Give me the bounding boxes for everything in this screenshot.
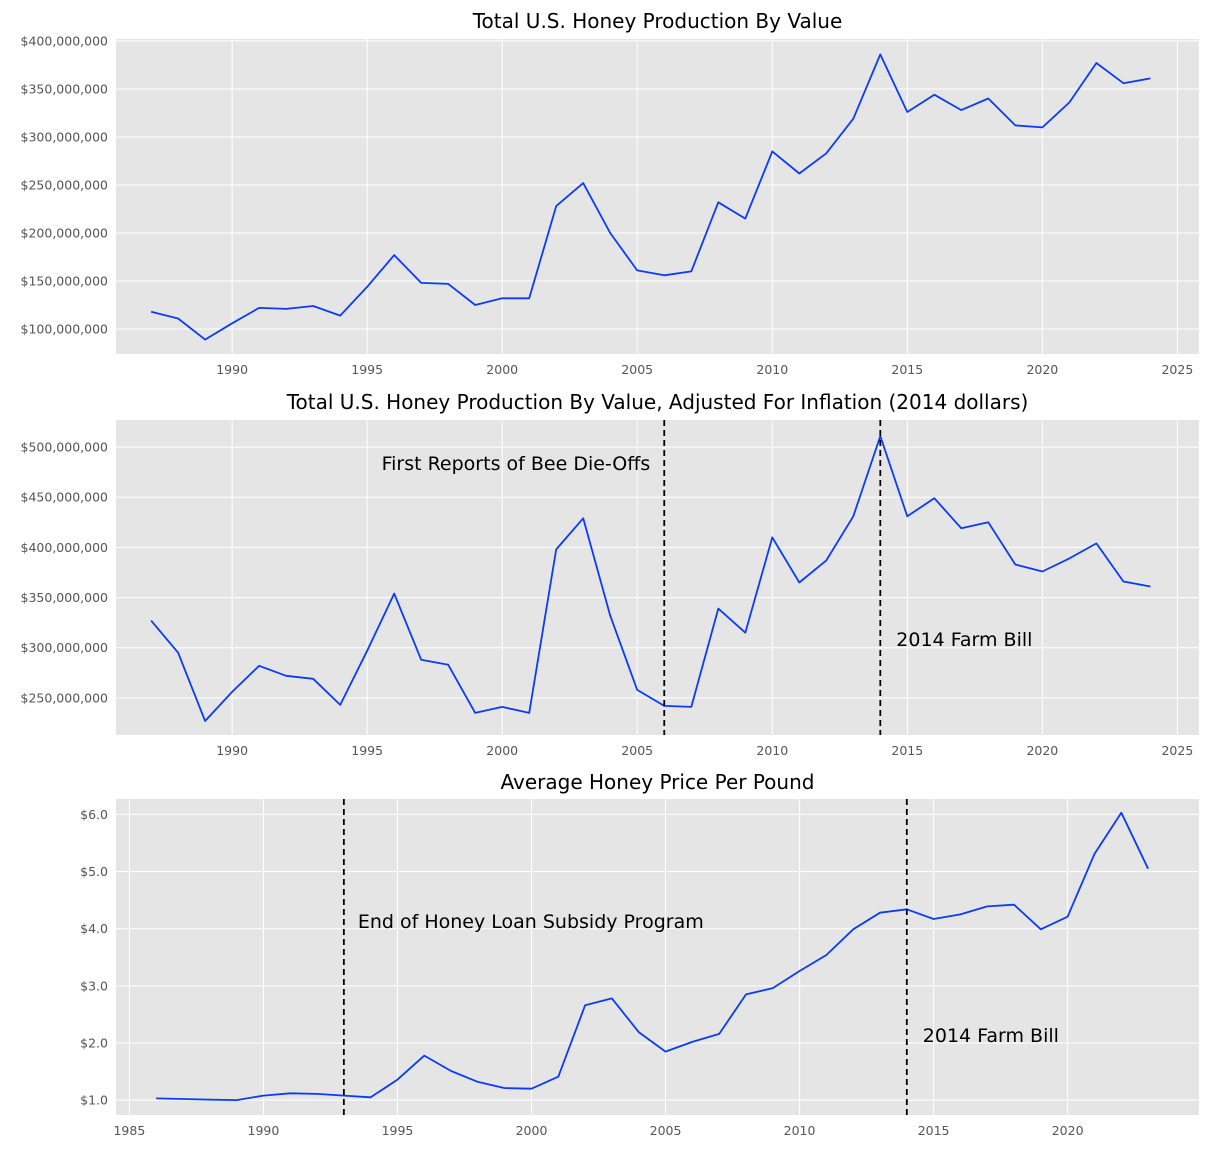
x-tick-label: 1985 [113, 1123, 145, 1138]
series-line [150, 53, 1151, 341]
x-tick-label: 2000 [486, 362, 518, 377]
x-tick-label: 1990 [248, 1123, 280, 1138]
y-tick-label: $200,000,000 [21, 225, 109, 240]
chart-title: Total U.S. Honey Production By Value [472, 9, 843, 33]
x-tick-label: 2015 [891, 743, 923, 758]
y-tick-label: $5.0 [80, 864, 108, 879]
y-tick-label: $2.0 [80, 1036, 108, 1051]
y-tick-label: $350,000,000 [21, 81, 109, 96]
y-tick-label: $150,000,000 [21, 274, 109, 289]
y-tick-label: $300,000,000 [21, 129, 109, 144]
annotation-label: 2014 Farm Bill [923, 1025, 1059, 1047]
y-tick-label: $3.0 [80, 978, 108, 993]
chart-title: Average Honey Price Per Pound [501, 770, 815, 794]
y-tick-label: $100,000,000 [21, 322, 109, 337]
series-line [150, 435, 1151, 722]
x-tick-label: 1995 [382, 1123, 414, 1138]
y-tick-label: $250,000,000 [21, 177, 109, 192]
x-tick-label: 2020 [1026, 743, 1058, 758]
y-tick-label: $350,000,000 [21, 590, 109, 605]
chart-title: Total U.S. Honey Production By Value, Ad… [286, 390, 1029, 414]
plot-area [116, 420, 1199, 735]
annotation-label: End of Honey Loan Subsidy Program [358, 911, 704, 933]
y-tick-label: $400,000,000 [21, 33, 109, 48]
x-tick-label: 2010 [756, 362, 788, 377]
x-tick-label: 2015 [891, 362, 923, 377]
x-tick-label: 1990 [216, 362, 248, 377]
x-tick-label: 2005 [621, 362, 653, 377]
x-tick-label: 2010 [756, 743, 788, 758]
x-tick-label: 2000 [486, 743, 518, 758]
x-tick-label: 2020 [1052, 1123, 1084, 1138]
x-tick-label: 2020 [1026, 362, 1058, 377]
y-tick-label: $1.0 [80, 1093, 108, 1108]
y-tick-label: $6.0 [80, 807, 108, 822]
x-tick-label: 2005 [621, 743, 653, 758]
y-tick-label: $250,000,000 [21, 690, 109, 705]
chart-panel-1: 1990 1995 2000 2005 2010 2015 2020 2025 $100,000… [21, 9, 1199, 377]
y-tick-label: $450,000,000 [21, 490, 109, 505]
x-tick-label: 2000 [516, 1123, 548, 1138]
x-tick-label: 2025 [1161, 362, 1193, 377]
y-tick-label: $500,000,000 [21, 440, 109, 455]
x-tick-label: 1995 [351, 743, 383, 758]
y-tick-label: $4.0 [80, 921, 108, 936]
chart-panel-2: 1990 1995 2000 2005 2010 2015 2020 2025 $250,000… [21, 390, 1199, 758]
annotation-label: First Reports of Bee Die-Offs [382, 453, 651, 475]
x-tick-label: 1990 [216, 743, 248, 758]
x-tick-label: 2010 [784, 1123, 816, 1138]
x-tick-label: 1995 [351, 362, 383, 377]
x-tick-label: 2005 [650, 1123, 682, 1138]
chart-panel-3: 1985 1990 1995 2000 2005 2010 2015 2020 $1.0 $2.0… [80, 770, 1199, 1138]
x-tick-label: 2015 [918, 1123, 950, 1138]
series-line [156, 811, 1149, 1101]
y-tick-label: $300,000,000 [21, 640, 109, 655]
y-tick-label: $400,000,000 [21, 540, 109, 555]
plot-area [116, 799, 1199, 1115]
x-tick-label: 2025 [1161, 743, 1193, 758]
plot-area [116, 39, 1199, 354]
annotation-label: 2014 Farm Bill [896, 629, 1032, 651]
